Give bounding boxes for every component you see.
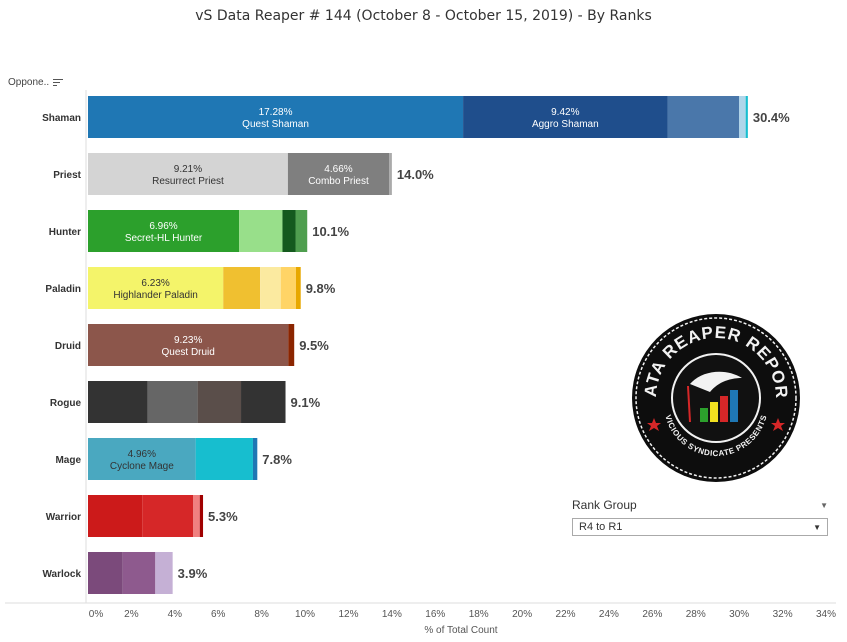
data-reaper-report-logo: DATA REAPER REPORT VICIOUS SYNDICATE PRE… [630,312,800,482]
rank-group-selected: R4 to R1 [579,521,623,533]
chart-title: vS Data Reaper # 144 (October 8 - Octobe… [195,8,652,24]
segment-value-label: 17.28% [259,107,293,118]
segment-name-label: Secret-HL Hunter [125,233,203,244]
bar-segment-paladin-3 [280,267,296,309]
bar-segment-rogue-2 [197,381,242,423]
category-label-mage: Mage [55,455,81,466]
x-tick-label: 14% [382,609,402,620]
x-tick-label: 18% [469,609,489,620]
sort-header-label: Oppone.. [8,77,50,88]
x-tick-label: 0% [89,609,104,620]
category-label-rogue: Rogue [50,398,82,409]
bar-segment-warrior-0 [88,495,143,537]
bar-segment-warlock-0 [88,552,123,594]
segment-value-label: 4.66% [324,164,352,175]
total-label-shaman: 30.4% [753,110,790,125]
segment-name-label: Combo Priest [308,176,369,187]
bar-segment-shaman-3 [739,96,746,138]
x-tick-label: 12% [338,609,358,620]
x-tick-label: 34% [816,609,836,620]
total-label-hunter: 10.1% [312,224,349,239]
segment-name-label: Quest Shaman [242,119,309,130]
bar-segment-mage-2 [252,438,258,480]
bar-segment-priest-2 [389,153,392,195]
segment-name-label: Quest Druid [161,347,214,358]
bar-segment-mage-0 [88,438,196,480]
bar-segment-paladin-2 [260,267,281,309]
category-label-shaman: Shaman [42,113,81,124]
x-tick-label: 24% [599,609,619,620]
total-label-mage: 7.8% [262,452,292,467]
category-label-warrior: Warrior [46,512,81,523]
bar-segment-shaman-4 [745,96,748,138]
chevron-down-icon[interactable]: ▼ [813,522,821,532]
bar-segment-shaman-1 [463,96,668,138]
bar-segment-warrior-1 [142,495,194,537]
category-label-paladin: Paladin [45,284,81,295]
rank-group-filter[interactable]: Rank Group ▼ R4 to R1 ▼ [572,498,828,536]
bar-segment-rogue-0 [88,381,148,423]
bar-segment-priest-1 [287,153,390,195]
bar-segment-mage-1 [195,438,253,480]
x-tick-label: 4% [168,609,183,620]
rank-group-header: Rank Group ▼ [572,498,828,512]
bar-segment-shaman-0 [88,96,464,138]
bar-segment-rogue-1 [147,381,198,423]
bar-segment-warrior-3 [199,495,204,537]
bar-segment-warlock-1 [122,552,156,594]
total-label-priest: 14.0% [397,167,434,182]
sort-icon[interactable] [53,78,64,87]
total-label-druid: 9.5% [299,338,329,353]
category-label-priest: Priest [53,170,81,181]
segment-value-label: 9.21% [174,164,202,175]
bar-segment-hunter-0 [88,210,240,252]
x-axis-title: % of Total Count [424,625,497,636]
x-tick-label: 2% [124,609,139,620]
bar-segment-hunter-3 [295,210,308,252]
bar-segment-paladin-4 [295,267,301,309]
category-label-warlock: Warlock [42,569,81,580]
segment-value-label: 9.42% [551,107,579,118]
x-tick-label: 6% [211,609,226,620]
chevron-down-icon[interactable]: ▼ [820,500,828,510]
x-tick-label: 28% [686,609,706,620]
segment-value-label: 6.23% [141,278,169,289]
rank-group-title: Rank Group [572,498,637,512]
segment-value-label: 6.96% [149,221,177,232]
x-tick-label: 26% [642,609,662,620]
bar-segment-hunter-2 [282,210,296,252]
total-label-warlock: 3.9% [178,566,208,581]
sort-header[interactable]: Oppone.. [8,77,64,88]
bar-segment-priest-0 [88,153,288,195]
rank-group-select[interactable]: R4 to R1 ▼ [572,518,828,536]
segment-name-label: Cyclone Mage [110,461,174,472]
bar-segment-shaman-2 [667,96,740,138]
x-tick-label: 20% [512,609,532,620]
x-tick-label: 10% [295,609,315,620]
segment-name-label: Aggro Shaman [532,119,599,130]
bar-segment-druid-1 [288,324,295,366]
segment-value-label: 9.23% [174,335,202,346]
x-tick-label: 16% [425,609,445,620]
segment-value-label: 4.96% [128,449,156,460]
bar-segment-paladin-0 [88,267,224,309]
x-tick-label: 22% [556,609,576,620]
segment-name-label: Resurrect Priest [152,176,224,187]
category-label-druid: Druid [55,341,81,352]
x-tick-label: 30% [729,609,749,620]
bar-segment-warrior-2 [193,495,200,537]
bar-segment-druid-0 [88,324,289,366]
total-label-warrior: 5.3% [208,509,238,524]
x-tick-label: 8% [254,609,269,620]
total-label-paladin: 9.8% [306,281,336,296]
bar-segment-paladin-1 [223,267,261,309]
bar-segment-warlock-2 [155,552,173,594]
total-label-rogue: 9.1% [291,395,321,410]
category-label-hunter: Hunter [49,227,81,238]
bar-segment-rogue-3 [241,381,286,423]
segment-name-label: Highlander Paladin [113,290,198,301]
x-tick-label: 32% [773,609,793,620]
bar-segment-hunter-1 [239,210,283,252]
